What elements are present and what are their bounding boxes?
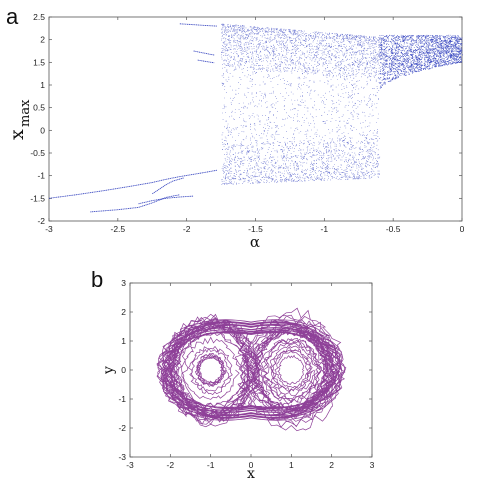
bifurcation-branch (138, 195, 194, 205)
bifurcation-branch (152, 177, 185, 195)
x-tick-label: -2.5 (111, 224, 126, 234)
panel-label-b: b (91, 267, 103, 292)
y-tick-label: -1 (118, 394, 126, 404)
bifurcation-y-axis-title-subscript: max (18, 99, 33, 127)
bifurcation-branch (179, 23, 218, 27)
bifurcation-plot-area (48, 23, 463, 213)
y-tick-label: 1 (121, 336, 126, 346)
x-tick-label: -0.5 (386, 224, 401, 234)
y-tick-label: -2 (37, 216, 45, 226)
attractor-trajectory (156, 307, 347, 432)
bifurcation-branch (197, 59, 215, 64)
x-tick-label: -3 (45, 224, 53, 234)
attractor-plot-area (156, 307, 347, 432)
attractor-panel: b -3 -2 -1 0 1 2 3 -3 -2 -1 0 1 2 3 x y (91, 267, 375, 482)
y-tick-label: 1 (40, 80, 45, 90)
y-tick-label: 0 (40, 125, 45, 135)
y-tick-label: 0.5 (33, 103, 45, 113)
x-tick-label: 2 (329, 460, 334, 470)
x-tick-label: -2 (167, 460, 175, 470)
x-tick-label: -1.5 (248, 224, 263, 234)
bifurcation-x-axis-title: α (250, 233, 260, 251)
bifurcation-branch (193, 50, 215, 56)
attractor-y-axis-title: y (101, 366, 117, 375)
bifurcation-branch (90, 194, 180, 213)
y-tick-label: -0.5 (30, 148, 45, 158)
y-tick-label: 2 (121, 307, 126, 317)
x-tick-label: -1 (321, 224, 329, 234)
panel-label-a: a (6, 4, 19, 29)
x-tick-label: 0 (460, 224, 465, 234)
y-tick-label: -2 (118, 423, 126, 433)
x-tick-label: 1 (289, 460, 294, 470)
x-tick-label: 3 (370, 460, 375, 470)
bifurcation-branch (48, 169, 218, 199)
attractor-x-axis-title: x (247, 466, 255, 482)
x-tick-label: -1 (207, 460, 215, 470)
attractor-axis-ticks: -3 -2 -1 0 1 2 3 -3 -2 -1 0 1 2 3 (118, 278, 374, 470)
bifurcation-axes-frame (48, 16, 463, 222)
y-tick-label: 2.5 (33, 12, 45, 22)
bifurcation-axis-ticks: -3 -2.5 -2 -1.5 -1 -0.5 0 -2 -1.5 -1 -0.5 0 0.5 1 1.5 2… (30, 12, 464, 234)
chaotic-scatter-band (379, 34, 463, 89)
y-tick-label: 3 (121, 278, 126, 288)
x-tick-label: 0 (249, 460, 254, 470)
bifurcation-y-axis-title: x max (6, 99, 33, 140)
y-tick-label: -3 (118, 452, 126, 462)
y-tick-label: 2 (40, 35, 45, 45)
y-tick-label: 0 (121, 365, 126, 375)
chaotic-scatter-region (221, 23, 381, 185)
y-tick-label: -1.5 (30, 193, 45, 203)
x-tick-label: -2 (183, 224, 191, 234)
y-tick-label: -1 (37, 171, 45, 181)
bifurcation-y-axis-title-main: x (6, 129, 28, 140)
x-tick-label: -3 (126, 460, 134, 470)
bifurcation-panel: a -3 -2.5 -2 -1.5 -1 -0.5 0 -2 -1.5 -1 -0.5 0 0.5 1 1.… (6, 4, 465, 251)
y-tick-label: 1.5 (33, 57, 45, 67)
